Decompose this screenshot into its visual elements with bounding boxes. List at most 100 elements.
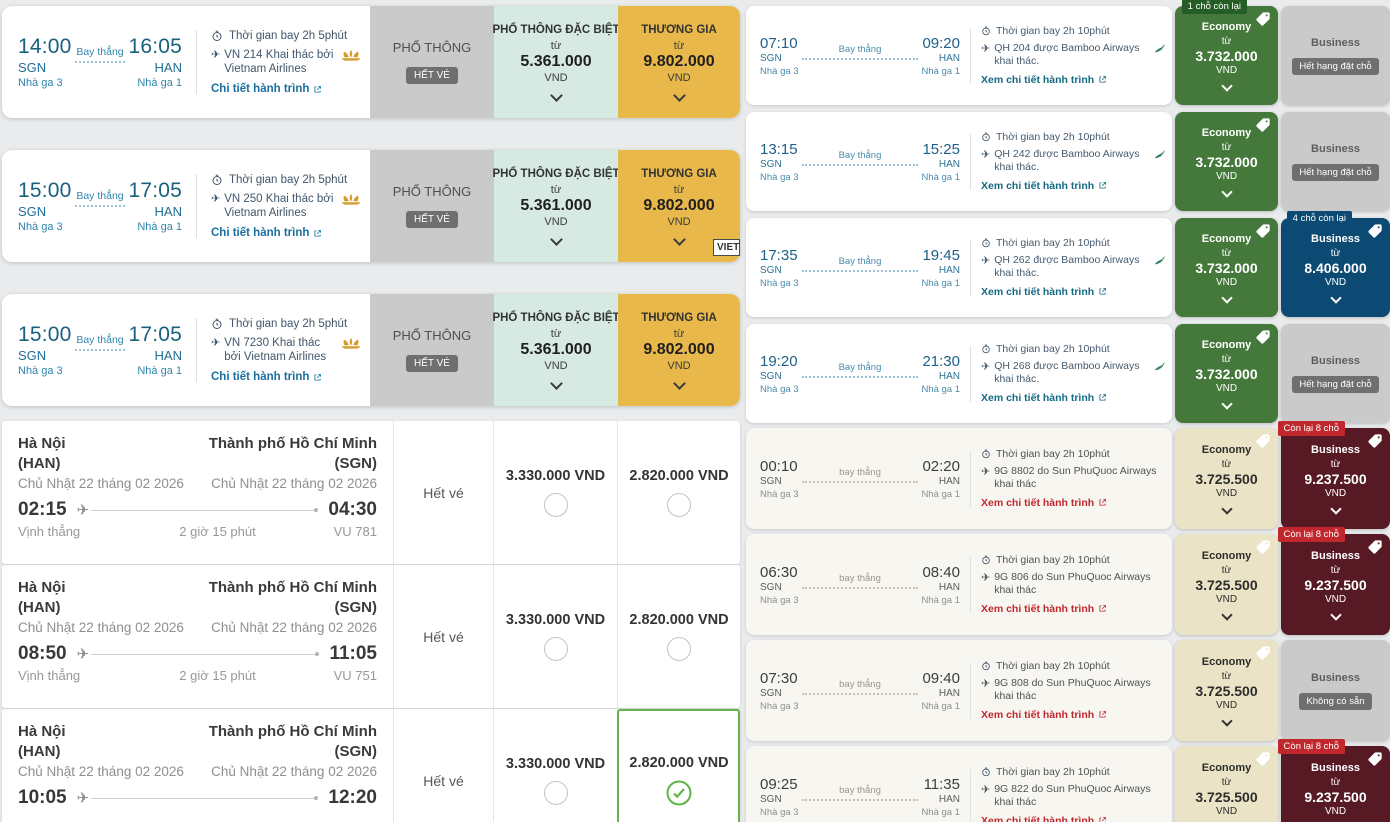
flight-number: VN 250 Khai thác bởi Vietnam Airlines: [224, 192, 334, 220]
direct-flight-label: bay thẳng: [839, 784, 881, 796]
fare-radio[interactable]: [543, 781, 568, 805]
fare-business-cell[interactable]: THƯƠNG GIA từ 9.802.000 VND: [618, 294, 740, 406]
flight-number: QH 262 được Bamboo Airways khai thác.: [994, 253, 1140, 280]
plane-icon: ✈: [211, 336, 221, 349]
fare-radio[interactable]: [667, 493, 691, 517]
itinerary-details-link[interactable]: Xem chi tiết hành trình: [981, 815, 1166, 822]
fare-soldout-cell: Hết vé: [393, 421, 493, 564]
flight-info: 15:00 SGN Nhà ga 3 Bay thẳng 17:05 HAN Nhà g…: [2, 294, 370, 406]
route-line: [801, 692, 919, 695]
fare-deluxe-cell[interactable]: 3.330.000 VND: [493, 565, 617, 708]
itinerary-details-link[interactable]: Xem chi tiết hành trình: [981, 392, 1166, 404]
chevron-down-icon: [1329, 503, 1342, 515]
itinerary-details-link[interactable]: Xem chi tiết hành trình: [981, 74, 1166, 86]
fare-eco-cell[interactable]: 2.820.000 VND: [617, 421, 740, 564]
fare-economy-cell[interactable]: PHỔ THÔNG HẾT VÉ: [370, 294, 494, 406]
clock-icon: [212, 30, 222, 41]
flight-info: Hà Nội (HAN) Chủ Nhật 22 tháng 02 2026 Thà…: [2, 565, 393, 708]
economy-fare-cell[interactable]: Economy từ 3.732.000 VND: [1175, 324, 1278, 423]
fare-price: 8.406.000: [1304, 260, 1367, 276]
fare-price: 3.725.500: [1195, 683, 1258, 699]
economy-fare-cell[interactable]: Economy từ 3.732.000 VND: [1175, 112, 1278, 211]
currency-label: VND: [667, 72, 691, 84]
business-fare-cell[interactable]: Business từ 9.237.500 VND: [1281, 428, 1390, 529]
link-label: Xem chi tiết hành trình: [981, 496, 1095, 509]
economy-fare-cell[interactable]: Economy từ 3.725.500 VND: [1175, 534, 1278, 635]
fare-premium-economy-cell[interactable]: PHỔ THÔNG ĐẶC BIỆT từ 5.361.000 VND: [492, 150, 620, 262]
arrival-time: 12:20: [328, 787, 377, 809]
tag-icon: [1256, 224, 1270, 238]
fare-radio[interactable]: [543, 637, 568, 661]
fare-eco-cell[interactable]: 2.820.000 VND: [617, 565, 740, 708]
flight-info: Hà Nội (HAN) Chủ Nhật 22 tháng 02 2026 Thà…: [2, 709, 393, 822]
plane-icon: ✈: [211, 48, 221, 61]
business-fare-cell: Business Hết hạng đặt chỗ: [1281, 6, 1390, 105]
flight-info: 15:00 SGN Nhà ga 3 Bay thẳng 17:05 HAN Nhà g…: [2, 150, 370, 262]
flight-number: QH 204 được Bamboo Airways khai thác.: [994, 41, 1140, 68]
fare-eco-cell-selected[interactable]: 2.820.000 VND: [617, 709, 740, 822]
flight-number: VU 781: [333, 524, 377, 540]
itinerary-details-link[interactable]: Xem chi tiết hành trình: [981, 497, 1166, 509]
fare-radio[interactable]: [543, 493, 568, 517]
economy-fare-cell[interactable]: Economy từ 3.732.000 VND: [1175, 218, 1278, 317]
destination-city: Thành phố Hồ Chí Minh: [208, 723, 377, 740]
external-link-icon: [1099, 394, 1107, 401]
sold-out-badge: HẾT VÉ: [406, 211, 458, 228]
itinerary-details-link[interactable]: Xem chi tiết hành trình: [981, 709, 1166, 721]
external-link-icon: [1099, 817, 1107, 822]
chevron-down-icon: [549, 89, 563, 102]
itinerary-details-link[interactable]: Xem chi tiết hành trình: [981, 180, 1166, 192]
fare-deluxe-cell[interactable]: 3.330.000 VND: [493, 421, 617, 564]
clock-icon: [982, 661, 990, 671]
link-label: Xem chi tiết hành trình: [981, 708, 1095, 721]
arrival-time: 09:20: [922, 34, 960, 52]
arrival-airport: HAN: [938, 52, 960, 64]
fare-class-label: Economy: [1201, 550, 1252, 562]
availability-badge: Còn lại 8 chỗ: [1277, 421, 1345, 436]
fare-business-cell[interactable]: THƯƠNG GIA từ 9.802.000 VND: [618, 6, 740, 118]
business-fare-cell[interactable]: Business từ 8.406.000 VND: [1281, 218, 1390, 317]
link-label: Xem chi tiết hành trình: [981, 814, 1095, 822]
itinerary-details-link[interactable]: Xem chi tiết hành trình: [981, 286, 1166, 298]
fare-price: 9.802.000: [643, 197, 715, 214]
destination-city: Thành phố Hồ Chí Minh: [208, 435, 377, 452]
fare-class-label: Business: [1311, 550, 1360, 562]
departure-time: 08:50: [18, 643, 67, 665]
fare-economy-cell[interactable]: PHỔ THÔNG HẾT VÉ: [370, 150, 494, 262]
flight-info: 19:20 SGN Nhà ga 3 Bay thẳng 21:30 HAN Nhà g…: [746, 324, 1172, 423]
fare-radio[interactable]: [667, 637, 691, 661]
chevron-down-icon: [549, 377, 563, 390]
clock-icon: [212, 174, 222, 185]
departure-airport: SGN: [760, 687, 782, 699]
itinerary-details-link[interactable]: Chi tiết hành trình: [211, 83, 362, 95]
fare-premium-economy-cell[interactable]: PHỔ THÔNG ĐẶC BIỆT từ 5.361.000 VND: [492, 6, 620, 118]
chevron-down-icon: [1220, 186, 1233, 198]
economy-fare-cell[interactable]: Economy từ 3.725.500 VND: [1175, 746, 1278, 822]
economy-fare-cell[interactable]: Economy từ 3.725.500 VND: [1175, 640, 1278, 741]
external-link-icon: [1099, 711, 1107, 718]
economy-fare-cell[interactable]: Economy từ 3.725.500 VND: [1175, 428, 1278, 529]
itinerary-details-link[interactable]: Chi tiết hành trình: [211, 371, 362, 383]
chevron-down-icon: [1220, 503, 1233, 515]
tag-icon: [1368, 540, 1382, 554]
flight-duration: Thời gian bay 2h 10phút: [996, 766, 1110, 779]
fare-economy-cell[interactable]: PHỔ THÔNG HẾT VÉ: [370, 6, 494, 118]
business-fare-cell[interactable]: Business từ 9.237.500 VND: [1281, 746, 1390, 822]
origin-city: Hà Nội: [18, 579, 66, 596]
fare-class-label: Economy: [1201, 127, 1252, 139]
tooltip: VIETN: [713, 239, 740, 256]
external-link-icon: [1099, 499, 1107, 506]
itinerary-details-link[interactable]: Chi tiết hành trình: [211, 227, 362, 239]
sun-flight-card: 07:30 SGN Nhà ga 3 bay thẳng 09:40 HAN Nhà g…: [746, 640, 1390, 741]
fare-price: 3.725.500: [1195, 789, 1258, 805]
itinerary-details-link[interactable]: Xem chi tiết hành trình: [981, 603, 1166, 615]
from-label: từ: [550, 40, 562, 52]
fare-class-label: Business: [1311, 762, 1360, 774]
qh-flight-card: 4 chỗ còn lại 17:35 SGN Nhà ga 3 Bay thẳng…: [746, 211, 1390, 317]
chevron-down-icon: [1220, 398, 1233, 410]
business-fare-cell[interactable]: Business từ 9.237.500 VND: [1281, 534, 1390, 635]
fare-deluxe-cell[interactable]: 3.330.000 VND: [493, 709, 617, 822]
departure-terminal: Nhà ga 3: [760, 171, 799, 183]
fare-premium-economy-cell[interactable]: PHỔ THÔNG ĐẶC BIỆT từ 5.361.000 VND: [492, 294, 620, 406]
economy-fare-cell[interactable]: Economy từ 3.732.000 VND: [1175, 6, 1278, 105]
